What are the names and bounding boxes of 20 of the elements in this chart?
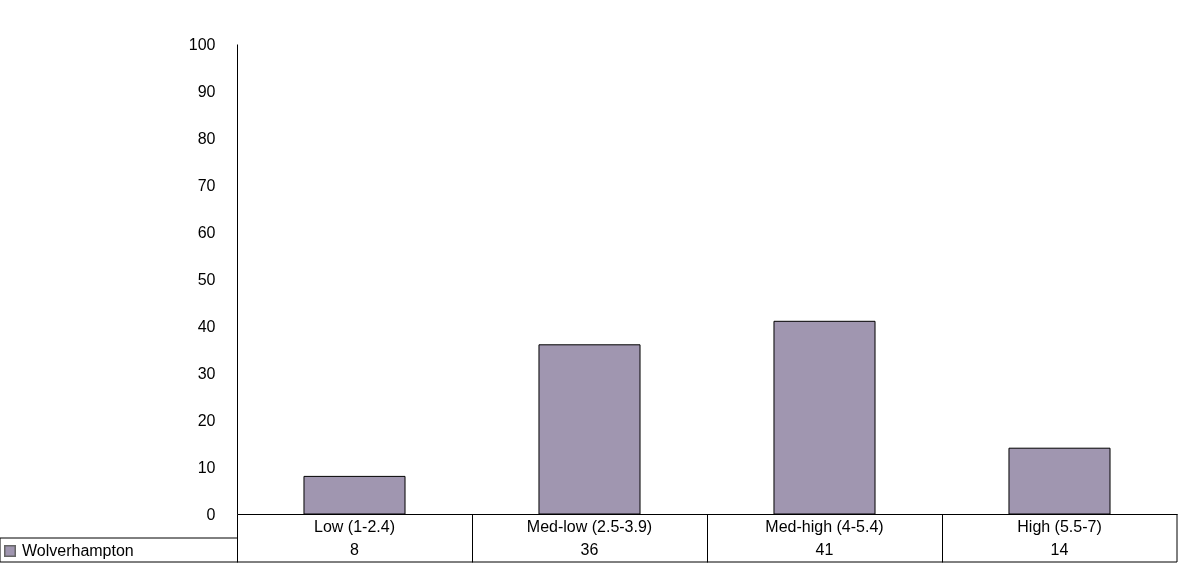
data-label: 14 xyxy=(1050,541,1069,558)
y-tick-label: 10 xyxy=(197,458,216,476)
y-tick-label: 30 xyxy=(197,364,216,382)
y-tick-label: 100 xyxy=(188,35,216,53)
legend-label: Wolverhampton xyxy=(22,542,134,559)
x-tick-label: High (5.5-7) xyxy=(1017,517,1102,535)
x-tick-label: Low (1-2.4) xyxy=(314,517,395,535)
y-tick-label: 80 xyxy=(197,129,216,147)
y-tick-label: 70 xyxy=(197,176,216,194)
x-tick-label: Med-low (2.5-3.9) xyxy=(526,517,653,535)
y-tick-label: 40 xyxy=(197,317,216,335)
data-label: 8 xyxy=(350,541,360,558)
y-tick-label: 0 xyxy=(206,505,216,523)
y-tick-label: 90 xyxy=(197,82,216,100)
x-tick-label: Med-high (4-5.4) xyxy=(765,517,884,535)
data-label: 41 xyxy=(815,541,834,558)
y-tick-label: 50 xyxy=(197,270,216,288)
y-tick-label: 20 xyxy=(197,411,216,429)
data-label: 36 xyxy=(580,541,599,558)
y-tick-label: 60 xyxy=(197,223,216,241)
